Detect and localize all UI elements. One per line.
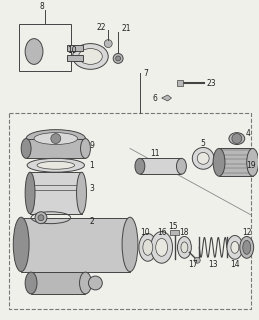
Text: 5: 5 — [201, 139, 206, 148]
Bar — [30, 172, 82, 214]
Ellipse shape — [177, 236, 191, 258]
Text: 10: 10 — [140, 228, 150, 237]
Circle shape — [35, 212, 47, 224]
Text: 18: 18 — [180, 228, 189, 237]
Text: 3: 3 — [89, 184, 94, 193]
Ellipse shape — [27, 158, 84, 172]
Text: 12: 12 — [242, 228, 251, 237]
Bar — [140, 158, 182, 174]
Ellipse shape — [25, 272, 37, 294]
Text: 7: 7 — [143, 69, 148, 78]
Ellipse shape — [243, 240, 251, 254]
Text: 1: 1 — [89, 161, 94, 170]
Text: 16: 16 — [157, 228, 167, 237]
Bar — [219, 148, 253, 176]
Ellipse shape — [25, 172, 35, 214]
Ellipse shape — [176, 158, 186, 174]
Ellipse shape — [122, 217, 138, 272]
Text: 4: 4 — [246, 129, 251, 138]
Ellipse shape — [143, 239, 153, 255]
Ellipse shape — [81, 139, 90, 158]
Ellipse shape — [80, 272, 91, 294]
Text: 21: 21 — [121, 24, 131, 33]
Circle shape — [232, 134, 242, 143]
Ellipse shape — [156, 238, 168, 256]
Ellipse shape — [181, 242, 188, 253]
Ellipse shape — [26, 130, 85, 148]
Text: 22: 22 — [97, 23, 106, 32]
Ellipse shape — [135, 158, 145, 174]
Ellipse shape — [73, 44, 108, 69]
Ellipse shape — [240, 236, 254, 258]
Ellipse shape — [197, 152, 209, 164]
Text: 11: 11 — [150, 149, 160, 158]
Ellipse shape — [139, 234, 157, 261]
Circle shape — [194, 257, 200, 263]
Circle shape — [116, 56, 121, 61]
Circle shape — [51, 134, 61, 143]
Text: 19: 19 — [246, 161, 255, 170]
Text: 23: 23 — [206, 79, 216, 88]
Circle shape — [88, 276, 102, 290]
Text: 8: 8 — [40, 3, 44, 12]
Ellipse shape — [229, 132, 245, 145]
Text: 17: 17 — [189, 260, 198, 269]
Text: 10: 10 — [67, 46, 77, 55]
Ellipse shape — [231, 242, 239, 253]
Bar — [170, 229, 179, 235]
Ellipse shape — [192, 148, 214, 169]
Bar — [9, 113, 251, 309]
Polygon shape — [162, 95, 171, 101]
Bar — [26, 139, 85, 158]
Bar — [19, 24, 71, 71]
Circle shape — [104, 40, 112, 48]
Ellipse shape — [78, 49, 102, 64]
Text: 14: 14 — [230, 260, 240, 269]
Ellipse shape — [37, 161, 75, 169]
Bar — [177, 80, 183, 86]
Ellipse shape — [13, 217, 29, 272]
Ellipse shape — [227, 236, 243, 259]
Text: 6: 6 — [153, 94, 158, 103]
Bar — [67, 44, 83, 51]
Ellipse shape — [25, 39, 43, 64]
Ellipse shape — [151, 232, 172, 263]
Ellipse shape — [213, 148, 225, 176]
Circle shape — [113, 53, 123, 63]
Text: 2: 2 — [89, 217, 94, 226]
Ellipse shape — [77, 172, 87, 214]
Circle shape — [38, 215, 44, 221]
Ellipse shape — [21, 139, 31, 158]
Bar — [21, 218, 130, 272]
Text: 9: 9 — [89, 141, 94, 150]
Ellipse shape — [247, 148, 258, 176]
Text: 15: 15 — [168, 222, 177, 231]
Text: 13: 13 — [208, 260, 218, 269]
Bar — [67, 55, 83, 61]
Ellipse shape — [34, 132, 77, 145]
Bar — [31, 272, 85, 294]
